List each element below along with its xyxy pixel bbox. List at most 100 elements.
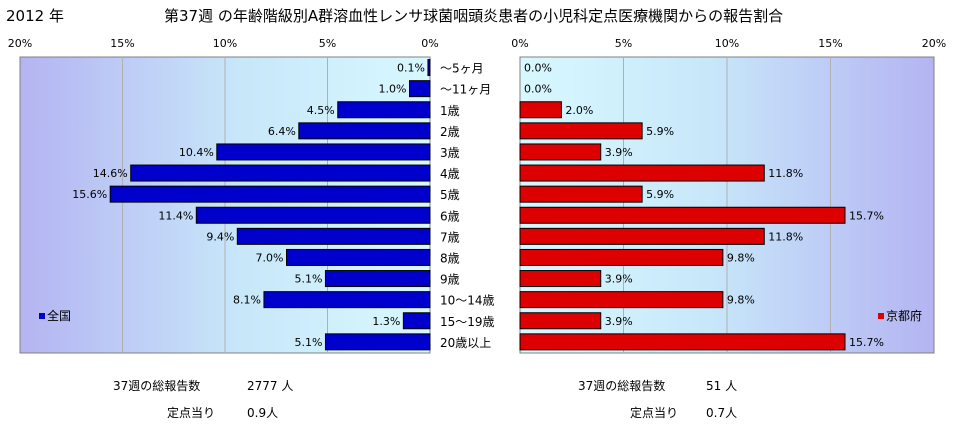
left-bar-value-label: 0.1% <box>397 62 425 75</box>
right-bar-value-label: 15.7% <box>849 336 884 349</box>
right-tick-label: 15% <box>818 37 842 50</box>
left-bar <box>324 270 431 288</box>
right-bar <box>519 101 562 119</box>
right-total-reports-label: 37週の総報告数 <box>578 379 666 393</box>
legend-right: 京都府 <box>878 308 922 323</box>
left-tick-label: 10% <box>213 37 237 50</box>
left-bar <box>298 122 431 140</box>
right-tick-label: 10% <box>715 37 739 50</box>
left-tick-label: 20% <box>8 37 32 50</box>
category-label: 8歳 <box>440 251 460 265</box>
category-label: 9歳 <box>440 273 460 287</box>
right-per-site-label: 定点当り <box>630 406 679 420</box>
category-label: 2歳 <box>440 125 460 139</box>
left-bar-value-label: 1.0% <box>379 83 407 96</box>
left-bar <box>337 101 431 119</box>
category-label: 6歳 <box>440 209 460 223</box>
category-label: 15〜19歳 <box>440 315 495 329</box>
right-tick-label: 20% <box>922 37 946 50</box>
right-bar-value-label: 3.9% <box>605 315 633 328</box>
right-axis-ticks: 0% 5% 10% 15% 20% <box>511 37 946 50</box>
right-bar-value-label: 15.7% <box>849 209 884 222</box>
left-bar-value-label: 15.6% <box>72 188 107 201</box>
legend-left-swatch <box>39 313 45 319</box>
right-total-reports-value: 51 人 <box>706 379 738 393</box>
right-bar-value-label: 2.0% <box>565 104 593 117</box>
right-bars: 0.0% 0.0% 2.0% 5.9% 3.9% 11.8% 5.9% 15.7% 11.8% 9… <box>519 62 884 351</box>
chart-title: 第37週 の年齢階級別A群溶血性レンサ球菌咽頭炎患者の小児科定点医療機関からの報… <box>164 7 784 25</box>
right-bar <box>519 122 643 140</box>
left-bar <box>409 80 431 98</box>
left-bar-value-label: 11.4% <box>158 209 193 222</box>
left-total-reports-value: 2777 人 <box>247 379 294 393</box>
left-bar-value-label: 9.4% <box>206 230 234 243</box>
right-bar-value-label: 0.0% <box>524 62 552 75</box>
right-bar-value-label: 0.0% <box>524 83 552 96</box>
right-bar <box>519 312 602 330</box>
left-bar-value-label: 5.1% <box>294 336 322 349</box>
left-bar-value-label: 6.4% <box>268 125 296 138</box>
left-tick-label: 15% <box>110 37 134 50</box>
left-bar-value-label: 4.5% <box>307 104 335 117</box>
category-labels: 〜5ヶ月〜11ヶ月 1歳 2歳 3歳 4歳 5歳 6歳 7歳 8歳 9歳 10〜14歳 15〜19歳 2… <box>440 62 495 350</box>
left-bars: 0.1% 1.0% 4.5% 6.4% 10.4% 14.6% 15.6% 11.4% 9.4%… <box>72 59 431 351</box>
left-bar <box>195 206 431 224</box>
legend-right-label: 京都府 <box>886 308 922 323</box>
left-bar-value-label: 14.6% <box>93 167 128 180</box>
left-bar-value-label: 5.1% <box>294 273 322 286</box>
right-bar-value-label: 5.9% <box>646 125 674 138</box>
right-bar-value-label: 11.8% <box>768 230 803 243</box>
right-bar <box>519 143 602 161</box>
left-tick-label: 5% <box>319 37 336 50</box>
right-bar <box>519 206 846 224</box>
right-bar <box>519 164 765 182</box>
right-bar <box>519 185 643 203</box>
left-per-site-value: 0.9人 <box>247 406 279 420</box>
left-bar-value-label: 1.3% <box>372 315 400 328</box>
category-label: 7歳 <box>440 230 460 244</box>
right-bar-value-label: 3.9% <box>605 146 633 159</box>
right-bar <box>519 333 846 351</box>
left-bar <box>130 164 431 182</box>
category-label: 5歳 <box>440 188 460 202</box>
left-bar <box>427 59 431 77</box>
left-bar <box>263 291 431 309</box>
category-label: 3歳 <box>440 146 460 160</box>
legend-right-swatch <box>878 313 884 319</box>
right-bar <box>519 248 724 266</box>
legend-left-label: 全国 <box>47 308 71 323</box>
left-bar-value-label: 7.0% <box>256 251 284 264</box>
right-tick-label: 5% <box>615 37 632 50</box>
left-total-reports-label: 37週の総報告数 <box>113 379 201 393</box>
left-bar <box>286 248 431 266</box>
right-bar <box>519 227 765 245</box>
left-bar <box>402 312 431 330</box>
legend-left: 全国 <box>39 308 71 323</box>
left-bar <box>109 185 431 203</box>
category-label: 20歳以上 <box>440 336 491 350</box>
left-tick-label: 0% <box>421 37 438 50</box>
chart-year: 2012 年 <box>6 7 64 25</box>
left-axis-ticks: 20% 15% 10% 5% 0% <box>8 37 439 50</box>
left-bar <box>324 333 431 351</box>
category-label: 〜5ヶ月 <box>440 62 484 76</box>
right-bar-value-label: 11.8% <box>768 167 803 180</box>
right-tick-label: 0% <box>511 37 528 50</box>
right-bar <box>519 291 724 309</box>
right-per-site-value: 0.7人 <box>706 406 738 420</box>
category-label: 10〜14歳 <box>440 294 495 308</box>
left-bar <box>236 227 431 245</box>
right-bar <box>519 270 602 288</box>
left-bar <box>216 143 431 161</box>
right-bar-value-label: 5.9% <box>646 188 674 201</box>
left-bar-value-label: 8.1% <box>233 294 261 307</box>
left-bar-value-label: 10.4% <box>179 146 214 159</box>
category-label: 1歳 <box>440 104 460 118</box>
right-bar-value-label: 3.9% <box>605 273 633 286</box>
right-bar-value-label: 9.8% <box>727 294 755 307</box>
right-bar-value-label: 9.8% <box>727 251 755 264</box>
category-label: 4歳 <box>440 167 460 181</box>
category-label: 〜11ヶ月 <box>440 83 491 97</box>
left-per-site-label: 定点当り <box>167 406 216 420</box>
